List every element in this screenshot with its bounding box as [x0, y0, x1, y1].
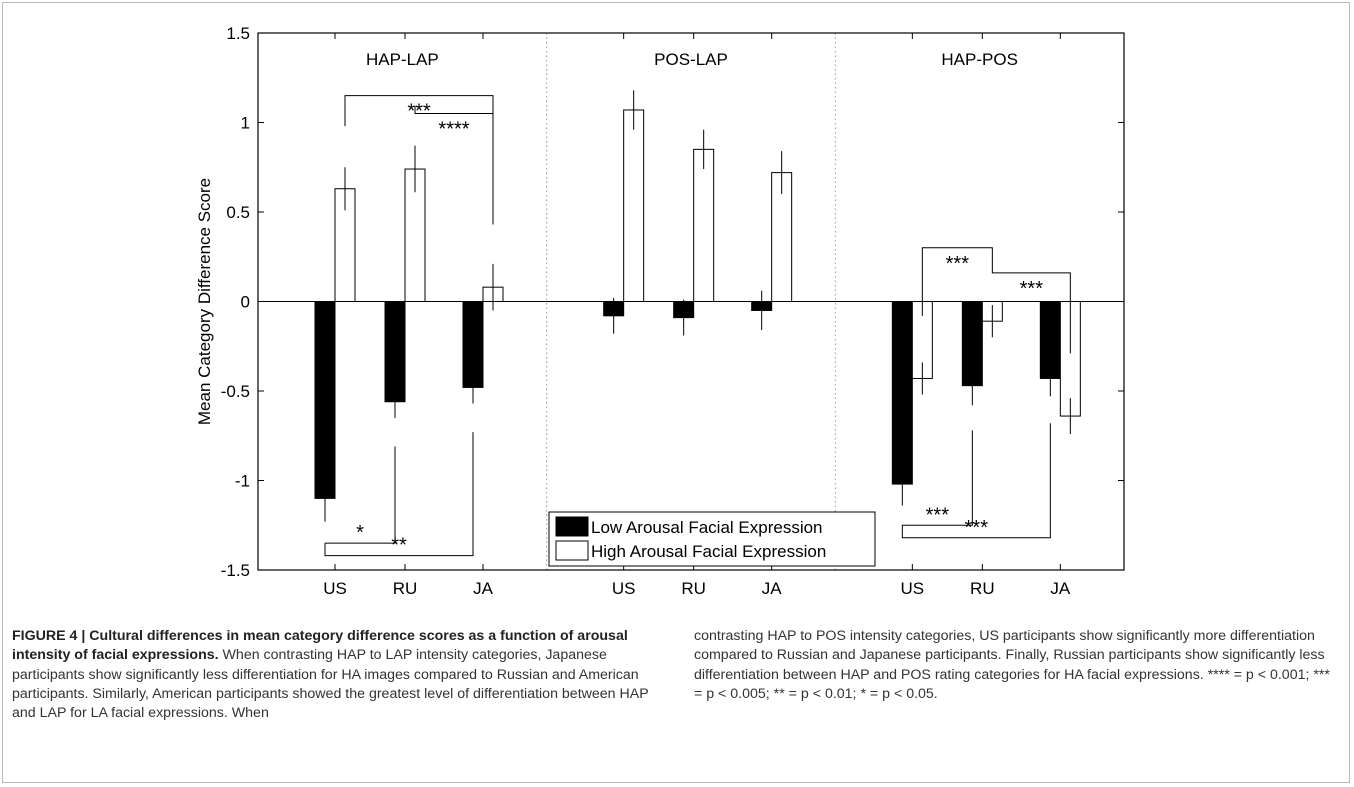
- significance-label: ***: [946, 253, 970, 275]
- significance-label: ***: [407, 101, 431, 123]
- significance-label: ***: [965, 517, 989, 539]
- x-tick-label: US: [612, 579, 636, 598]
- caption-right-text: contrasting HAP to POS intensity categor…: [694, 628, 1330, 702]
- significance-bracket: [921, 247, 993, 316]
- plot-frame: [257, 32, 1125, 571]
- caption-left-text: When contrasting HAP to LAP intensity ca…: [12, 647, 649, 722]
- legend-swatch: [555, 540, 589, 561]
- x-tick-label: JA: [762, 579, 783, 598]
- chart: -1.5 -1 -0.5 0 0.5 1 1.5 Mean Category Differen…: [195, 24, 1125, 598]
- significance-bracket: [325, 446, 396, 544]
- y-axis-label: Mean Category Difference Score: [195, 178, 214, 425]
- legend-label: High Arousal Facial Expression: [591, 542, 826, 561]
- y-tick-label: 1: [241, 114, 250, 133]
- significance-bracket: [901, 430, 973, 529]
- caption-left-column: FIGURE 4 | Cultural differences in mean …: [12, 627, 672, 723]
- bar-high-arousal: [623, 109, 645, 302]
- significance-bracket: [901, 423, 1051, 539]
- significance-label: ***: [926, 504, 950, 526]
- legend-box: [548, 511, 876, 567]
- x-tick-label: RU: [681, 579, 706, 598]
- legend-label: Low Arousal Facial Expression: [591, 518, 823, 537]
- x-tick-label: RU: [970, 579, 995, 598]
- y-tick-label: -0.5: [221, 382, 250, 401]
- y-tick-label: 0: [241, 293, 250, 312]
- y-tick-label: -1: [235, 472, 250, 491]
- x-tick-label: US: [323, 579, 347, 598]
- x-tick-label: JA: [473, 579, 494, 598]
- significance-label: **: [391, 535, 407, 557]
- x-tick-label: RU: [393, 579, 418, 598]
- figure-label: FIGURE 4 | Cultural differences in mean …: [12, 628, 628, 664]
- significance-label: ***: [1020, 278, 1044, 300]
- legend-swatch: [555, 516, 589, 537]
- bar-low-arousal: [314, 301, 336, 499]
- significance-label: *: [356, 522, 364, 544]
- bar-high-arousal: [693, 148, 715, 302]
- significance-label: ****: [438, 119, 469, 141]
- x-tick-label: JA: [1050, 579, 1071, 598]
- significance-bracket: [991, 258, 1071, 354]
- caption-right-column: contrasting HAP to POS intensity categor…: [694, 627, 1334, 704]
- y-tick-label: 1.5: [226, 24, 250, 43]
- significance-bracket: [414, 106, 494, 225]
- panel-title: HAP-POS: [941, 50, 1018, 69]
- x-tick-label: US: [901, 579, 925, 598]
- significance-bracket: [324, 432, 474, 557]
- bar-low-arousal: [891, 301, 913, 485]
- y-tick-label: 0.5: [226, 203, 250, 222]
- panel-title: POS-LAP: [654, 50, 728, 69]
- panel-title: HAP-LAP: [366, 50, 439, 69]
- y-tick-label: -1.5: [221, 561, 250, 580]
